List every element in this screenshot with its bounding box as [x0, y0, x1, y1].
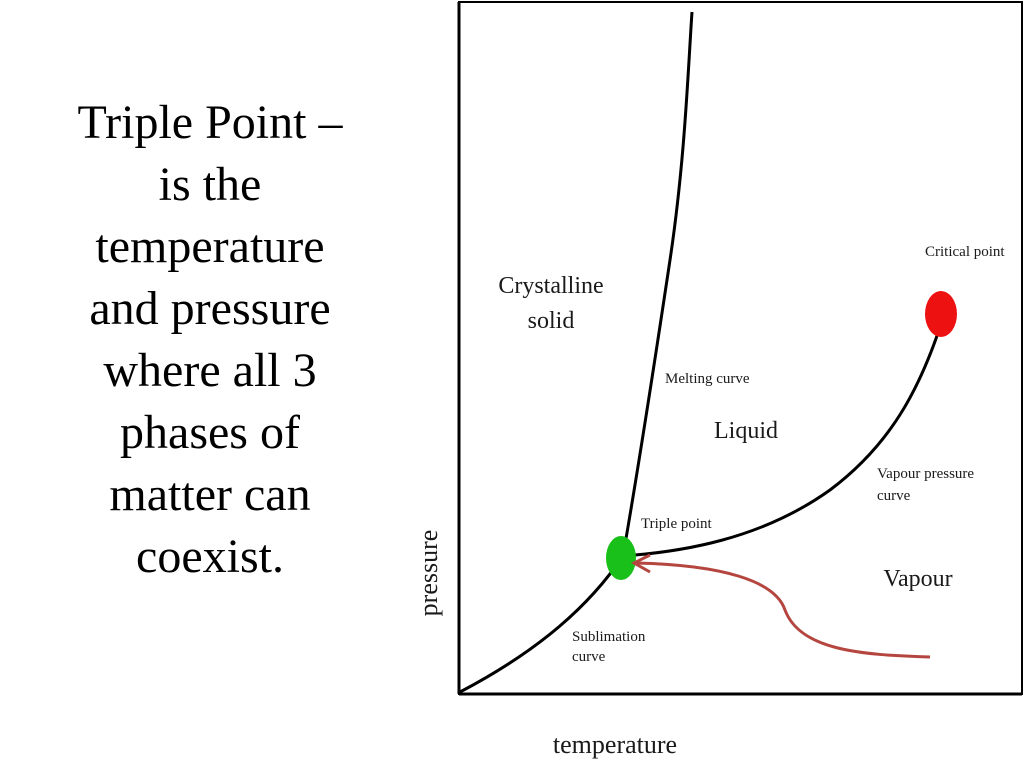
text-line: coexist. [136, 530, 284, 583]
text-line: and pressure [89, 282, 331, 335]
region-label-solid-1: Crystalline [498, 273, 603, 299]
region-label-solid-2: solid [528, 308, 575, 334]
triple-point-marker [606, 536, 636, 580]
critical-point-marker [925, 291, 957, 337]
vapour-pressure-label-1: Vapour pressure [877, 466, 974, 482]
sublimation-label-1: Sublimation [572, 629, 646, 645]
sublimation-curve [459, 555, 625, 694]
text-line: Triple Point – [77, 96, 343, 149]
slide-description: Triple Point – is the temperature and pr… [30, 92, 390, 588]
text-line: phases of [120, 406, 300, 459]
y-axis-label: pressure [414, 530, 443, 617]
text-line: where all 3 [103, 344, 317, 397]
triple-point-label: Triple point [641, 516, 713, 532]
pointer-arrowhead [630, 553, 651, 574]
region-label-vapour: Vapour [883, 566, 952, 592]
region-label-liquid: Liquid [714, 418, 778, 444]
pointer-arrow [635, 561, 931, 659]
melting-curve-label: Melting curve [665, 371, 750, 387]
text-line: is the [158, 158, 262, 211]
sublimation-label-2: curve [572, 649, 606, 665]
critical-point-label: Critical point [925, 244, 1005, 260]
text-line: matter can [109, 468, 311, 521]
melting-curve [621, 11, 694, 557]
text-line: temperature [95, 220, 325, 273]
x-axis-label: temperature [553, 730, 677, 759]
vapour-pressure-label-2: curve [877, 488, 911, 504]
vapour-pressure-curve [622, 317, 945, 558]
